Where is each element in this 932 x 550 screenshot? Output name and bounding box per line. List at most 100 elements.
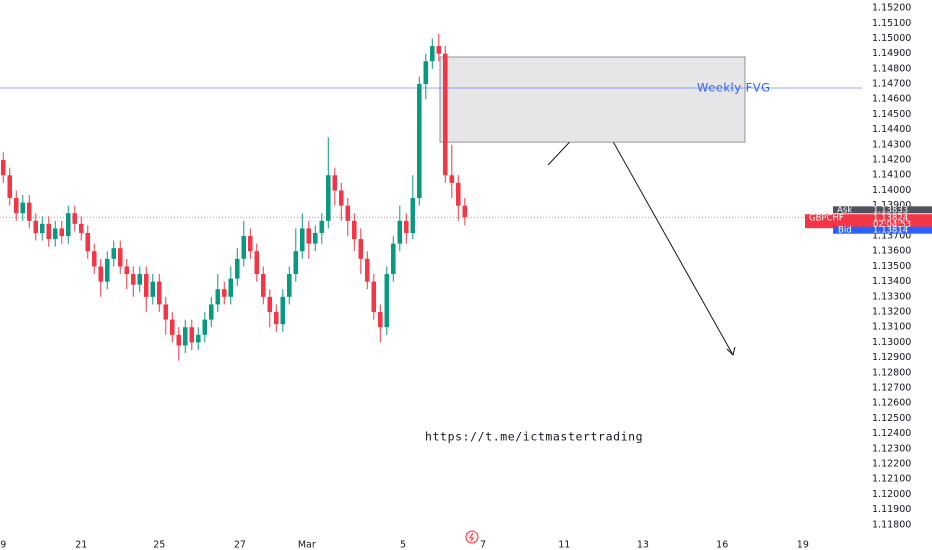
y-tick-label: 1.15200 bbox=[872, 3, 911, 14]
candle-body bbox=[59, 228, 65, 237]
y-tick-label: 1.13000 bbox=[872, 337, 911, 348]
candle-body bbox=[410, 198, 416, 233]
candle-body bbox=[98, 266, 104, 282]
y-tick-label: 1.14400 bbox=[872, 124, 911, 135]
candle-body bbox=[20, 202, 26, 214]
candle-body bbox=[423, 61, 429, 85]
candle-body bbox=[274, 312, 279, 325]
symbol-label: GBPCHF bbox=[809, 214, 844, 224]
candle-body bbox=[352, 220, 357, 240]
countdown: 02:04:53 bbox=[873, 220, 911, 230]
y-tick-label: 1.12400 bbox=[872, 428, 911, 439]
candle-body bbox=[319, 220, 325, 233]
candle-body bbox=[150, 281, 156, 297]
candle-body bbox=[176, 334, 182, 346]
candle-body bbox=[85, 232, 91, 252]
candle-body bbox=[449, 175, 455, 183]
candle-body bbox=[332, 175, 338, 191]
y-tick-label: 1.13900 bbox=[872, 200, 911, 211]
y-tick-label: 1.13700 bbox=[872, 231, 911, 242]
y-tick-label: 1.15100 bbox=[872, 18, 911, 29]
arrow-head bbox=[726, 346, 736, 356]
y-tick-label: 1.12700 bbox=[872, 383, 911, 394]
candle-body bbox=[117, 248, 123, 267]
candle-body bbox=[33, 220, 39, 233]
y-tick-label: 1.14300 bbox=[872, 139, 911, 150]
y-tick-label: 1.13600 bbox=[872, 246, 911, 257]
candle-body bbox=[7, 175, 13, 199]
bid-label: Bid bbox=[838, 226, 852, 236]
candle-body bbox=[378, 312, 383, 328]
x-tick-label: 21 bbox=[75, 540, 87, 550]
x-tick-label: 25 bbox=[153, 540, 165, 550]
candle-body bbox=[254, 251, 260, 275]
x-tick-label: 11 bbox=[558, 540, 570, 550]
candle-body bbox=[456, 182, 461, 206]
candle-body bbox=[130, 274, 136, 285]
candle-body bbox=[280, 296, 286, 325]
candle-body bbox=[104, 258, 110, 282]
y-tick-label: 1.13100 bbox=[872, 322, 911, 333]
candle-body bbox=[345, 205, 351, 221]
candle-body bbox=[137, 274, 143, 285]
x-tick-label: 13 bbox=[637, 540, 649, 550]
candle-body bbox=[222, 289, 227, 297]
candle-body bbox=[261, 274, 266, 297]
candle-body bbox=[235, 258, 240, 279]
candle-body bbox=[163, 304, 169, 320]
y-tick-label: 1.11900 bbox=[872, 504, 911, 515]
candle-body bbox=[358, 239, 364, 259]
drawings: Weekly FVG bbox=[0, 56, 862, 544]
candle-body bbox=[339, 190, 344, 206]
y-tick-label: 1.14500 bbox=[872, 109, 911, 120]
last-value: 1.13824 bbox=[873, 214, 908, 224]
y-tick-label: 1.14900 bbox=[872, 48, 911, 59]
y-tick-label: 1.13300 bbox=[872, 291, 911, 302]
candle-body bbox=[52, 228, 58, 240]
fvg-zone bbox=[439, 56, 746, 143]
y-tick-label: 1.13400 bbox=[872, 276, 911, 287]
candle-body bbox=[143, 274, 149, 297]
x-tick-label: 7 bbox=[480, 540, 486, 550]
y-tick-label: 1.12100 bbox=[872, 474, 911, 485]
candle-body bbox=[371, 281, 377, 313]
y-tick-label: 1.12200 bbox=[872, 459, 911, 470]
y-tick-label: 1.11800 bbox=[872, 519, 911, 530]
event-icon bbox=[465, 530, 479, 544]
candle-body bbox=[293, 251, 299, 275]
candle-body bbox=[267, 296, 273, 313]
y-tick-label: 1.12300 bbox=[872, 443, 911, 454]
candle-body bbox=[195, 334, 201, 343]
candle-body bbox=[13, 198, 19, 214]
y-tick-label: 1.12000 bbox=[872, 489, 911, 500]
x-tick-label: Mar bbox=[298, 540, 316, 550]
candle-body bbox=[417, 84, 422, 199]
arrow-path bbox=[547, 112, 734, 356]
y-tick-label: 1.14100 bbox=[872, 170, 911, 181]
candle-body bbox=[72, 213, 78, 224]
bid-tag bbox=[833, 226, 932, 234]
ask-tag bbox=[833, 206, 932, 214]
x-tick-label: 5 bbox=[400, 540, 406, 550]
candle-body bbox=[443, 53, 448, 176]
candle-body bbox=[326, 175, 331, 221]
candle-body bbox=[91, 251, 97, 267]
ask-value: 1.13833 bbox=[873, 205, 908, 215]
candle-body bbox=[228, 278, 234, 297]
y-tick-label: 1.13200 bbox=[872, 307, 911, 318]
candle-body bbox=[287, 274, 292, 297]
candle-body bbox=[215, 289, 221, 305]
candle-body bbox=[248, 236, 253, 252]
candle-body bbox=[189, 327, 195, 343]
y-tick-label: 1.13500 bbox=[872, 261, 911, 272]
candle-body bbox=[436, 46, 442, 54]
y-tick-label: 1.12500 bbox=[872, 413, 911, 424]
x-tick-label: 19 bbox=[797, 540, 809, 550]
candle-body bbox=[124, 266, 130, 275]
candle-body bbox=[397, 220, 403, 244]
candle-body bbox=[169, 319, 175, 335]
y-tick-label: 1.12900 bbox=[872, 352, 911, 363]
candle-body bbox=[26, 202, 32, 221]
x-tick-label: 9 bbox=[0, 540, 6, 550]
candle-body bbox=[78, 223, 84, 233]
